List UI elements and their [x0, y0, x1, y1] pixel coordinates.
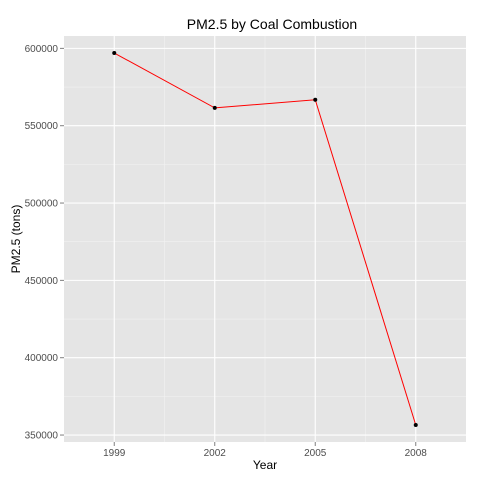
x-tick-label: 2005 [304, 448, 327, 459]
series-layer [112, 51, 418, 427]
y-tick-label: 500000 [25, 199, 59, 210]
y-tick-label: 450000 [25, 276, 59, 287]
y-axis: 350000 400000 450000 500000 550000 600000 [25, 44, 64, 442]
x-tick-label: 1999 [103, 448, 126, 459]
data-point [112, 51, 117, 56]
x-axis-label: Year [253, 458, 277, 472]
x-axis: 1999 2002 2005 2008 [103, 442, 427, 459]
major-grid [64, 36, 466, 442]
data-point [212, 105, 217, 110]
series-line [114, 52, 417, 426]
y-tick-label: 600000 [25, 44, 59, 55]
data-point [413, 422, 418, 427]
y-tick-label: 400000 [25, 353, 59, 364]
minor-grid [64, 36, 466, 442]
data-point [313, 97, 318, 102]
y-tick-label: 550000 [25, 121, 59, 132]
chart-title: PM2.5 by Coal Combustion [187, 16, 357, 32]
x-tick-label: 2008 [405, 448, 428, 459]
y-axis-label: PM2.5 (tons) [9, 205, 23, 274]
y-tick-label: 350000 [25, 431, 59, 442]
x-tick-label: 2002 [204, 448, 227, 459]
